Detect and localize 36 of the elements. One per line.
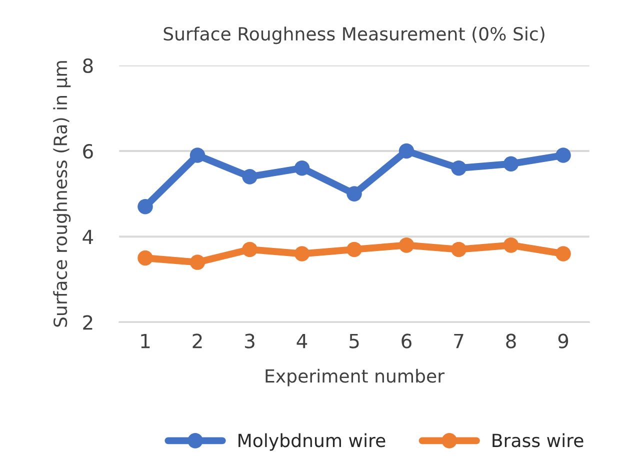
point xyxy=(556,246,571,262)
point xyxy=(190,254,206,270)
x-axis-title: Experiment number xyxy=(266,368,445,386)
x-tick-label: 8 xyxy=(506,334,516,348)
point xyxy=(242,169,258,184)
x-tick-label: 4 xyxy=(296,334,308,348)
y-tick-label: 6 xyxy=(83,144,93,159)
point xyxy=(451,160,466,176)
point xyxy=(556,148,571,163)
x-tick-label: 7 xyxy=(454,334,464,348)
point xyxy=(451,242,466,258)
x-tick-label: 3 xyxy=(245,334,254,348)
point xyxy=(346,242,362,258)
x-tick-label: 6 xyxy=(402,334,412,348)
point xyxy=(503,238,519,253)
point xyxy=(138,250,153,266)
x-tick-label: 2 xyxy=(192,334,202,348)
point xyxy=(138,199,153,214)
point xyxy=(294,160,310,176)
point xyxy=(242,242,258,258)
legend-label: Brass wire xyxy=(492,433,584,448)
chart-title: Surface Roughness Measurement (0% Sic) xyxy=(164,26,544,44)
point xyxy=(190,148,206,163)
y-tick-label: 8 xyxy=(83,58,93,74)
point xyxy=(398,143,414,159)
point xyxy=(294,246,310,262)
y-axis-title: Surface roughness (Ra) in µm xyxy=(53,61,71,327)
point xyxy=(398,238,414,253)
legend-label: Molybdnum wire xyxy=(238,433,386,451)
x-tick-label: 9 xyxy=(558,334,568,348)
point xyxy=(503,156,519,172)
y-tick-label: 4 xyxy=(82,230,94,244)
y-tick-label: 2 xyxy=(83,315,92,330)
x-tick-label: 5 xyxy=(350,334,359,348)
x-tick-label: 1 xyxy=(141,334,150,348)
point xyxy=(346,186,362,202)
